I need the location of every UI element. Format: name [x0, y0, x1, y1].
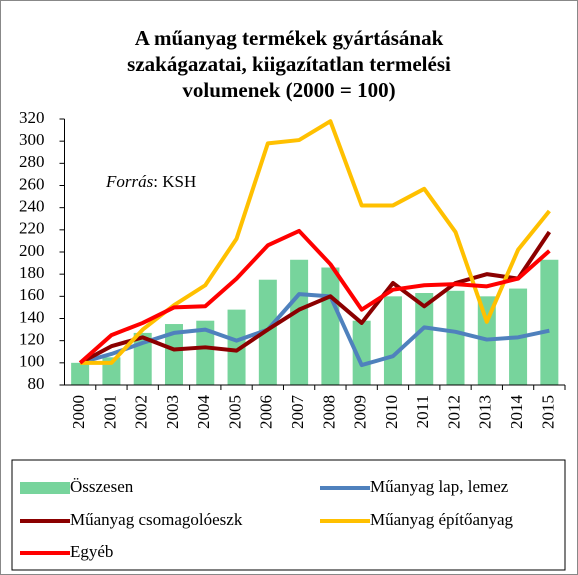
legend-label: Műanyag csomagolóeszk — [70, 510, 243, 529]
x-tick-label: 2009 — [351, 395, 370, 429]
chart-title: volumenek (2000 = 100) — [182, 78, 395, 102]
legend-label: Összesen — [70, 477, 134, 496]
y-tick-label: 320 — [19, 108, 45, 127]
legend-label: Műanyag lap, lemez — [370, 477, 509, 496]
y-tick-label: 240 — [19, 197, 45, 216]
bar — [383, 296, 402, 385]
x-tick-label: 2013 — [476, 395, 495, 429]
x-tick-label: 2015 — [538, 395, 557, 429]
line — [78, 228, 551, 365]
x-tick-label: 2003 — [163, 395, 182, 429]
legend-swatch — [20, 482, 70, 494]
bar — [258, 279, 277, 385]
y-tick-label: 140 — [19, 307, 45, 326]
x-tick-label: 2010 — [382, 395, 401, 429]
x-tick-label: 2000 — [69, 395, 88, 429]
y-tick-label: 280 — [19, 152, 45, 171]
x-tick-label: 2012 — [444, 395, 463, 429]
legend-box — [11, 459, 566, 571]
bar — [196, 320, 215, 385]
y-tick-label: 180 — [19, 263, 45, 282]
legend-label: Műanyag építőanyag — [370, 510, 514, 529]
x-tick-label: 2011 — [413, 395, 432, 428]
x-tick-label: 2014 — [507, 395, 526, 430]
y-tick-label: 300 — [19, 130, 45, 149]
bar — [415, 293, 434, 385]
bar — [290, 259, 309, 385]
y-tick-label: 220 — [19, 219, 45, 238]
y-tick-label: 160 — [19, 285, 45, 304]
chart-title: szakágazatai, kiigazítatlan termelési — [127, 52, 451, 76]
x-tick-label: 2006 — [257, 395, 276, 429]
annotation: Forrás: KSH — [105, 172, 196, 191]
bar — [352, 320, 371, 385]
y-tick-label: 120 — [19, 330, 45, 349]
x-tick-label: 2005 — [225, 395, 244, 429]
chart-title: A műanyag termékek gyártásának — [135, 26, 444, 50]
legend-label: Egyéb — [70, 542, 113, 561]
bar — [164, 324, 183, 385]
bar — [540, 259, 559, 385]
line — [79, 292, 550, 368]
y-tick-label: 200 — [19, 241, 45, 260]
bar — [227, 309, 246, 385]
source-label: Forrás — [105, 172, 154, 191]
x-tick-label: 2002 — [132, 395, 151, 429]
y-tick-label: 260 — [19, 174, 45, 193]
x-tick-label: 2007 — [288, 395, 307, 430]
y-tick-label: 100 — [19, 352, 45, 371]
x-tick-label: 2008 — [319, 395, 338, 429]
bar — [71, 362, 90, 385]
x-tick-label: 2004 — [194, 395, 213, 430]
x-tick-label: 2001 — [100, 395, 119, 429]
source: : KSH — [153, 172, 196, 191]
bar — [321, 267, 340, 385]
bar — [446, 290, 465, 385]
y-tick-label: 80 — [28, 374, 45, 393]
